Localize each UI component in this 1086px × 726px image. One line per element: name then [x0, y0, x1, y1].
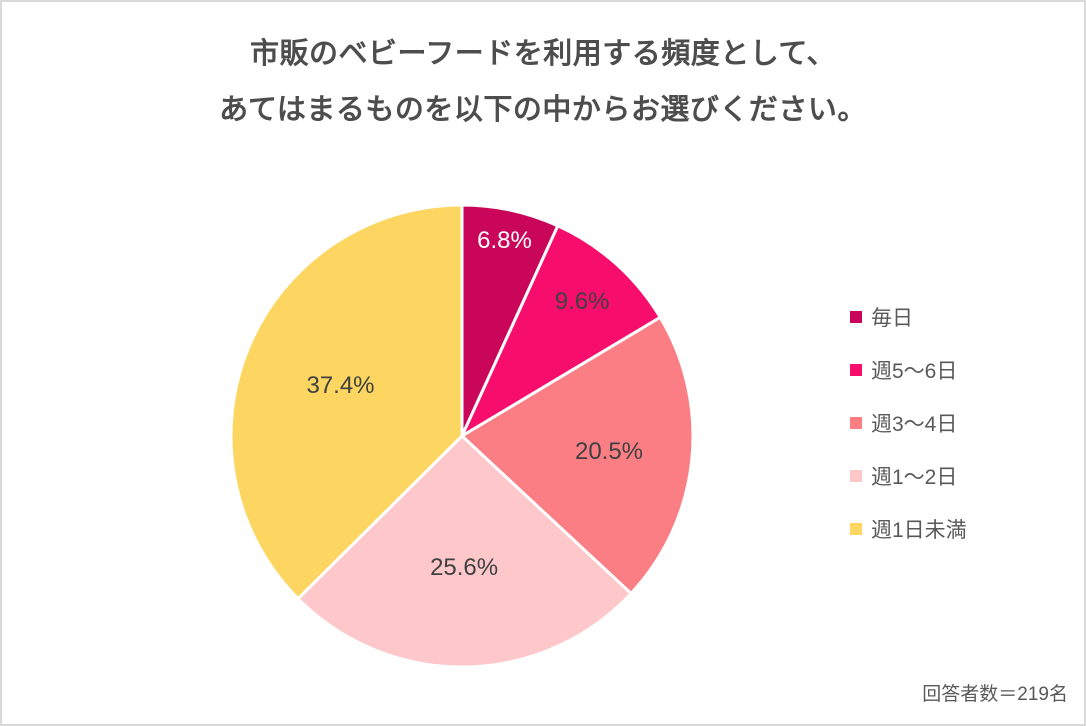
legend-label-under-1-day: 週1日未満	[871, 518, 967, 542]
legend-swatch-1-2-days	[850, 469, 862, 482]
chart-title-line2: あてはまるものを以下の中からお選びください。	[219, 94, 867, 126]
legend: 毎日 週5～6日 週3～4日 週1～2日 週1日未満	[850, 290, 967, 555]
chart-title-line1: 市販のベビーフードを利用する頻度として、	[250, 38, 836, 70]
legend-swatch-3-4-days	[850, 416, 862, 429]
legend-label-5-6-days: 週5～6日	[871, 359, 958, 383]
pie-slice-5	[229, 203, 464, 601]
pie-slice-label-4: 25.6%	[430, 554, 498, 581]
legend-swatch-under-1-day	[850, 522, 862, 535]
legend-label-1-2-days: 週1～2日	[871, 465, 958, 489]
legend-label-3-4-days: 週3～4日	[871, 412, 958, 436]
pie-slice-label-5: 37.4%	[306, 372, 374, 399]
legend-item-5-6-days: 週5～6日	[850, 343, 967, 396]
pie-slice-label-2: 9.6%	[555, 288, 610, 315]
legend-item-3-4-days: 週3～4日	[850, 396, 967, 449]
pie-slice-4	[296, 434, 633, 669]
chart-title: 市販のベビーフードを利用する頻度として、 あてはまるものを以下の中からお選びくだ…	[2, 26, 1084, 138]
pie-slice-3	[460, 315, 695, 595]
legend-label-everyday: 毎日	[871, 306, 913, 330]
legend-item-1-2-days: 週1～2日	[850, 449, 967, 502]
respondent-count: 回答者数＝219名	[922, 684, 1068, 705]
pie-slice-2	[460, 224, 662, 438]
legend-swatch-everyday	[850, 310, 862, 323]
legend-item-everyday: 毎日	[850, 290, 967, 343]
pie-slice-label-3: 20.5%	[575, 438, 643, 465]
legend-item-under-1-day: 週1日未満	[850, 502, 967, 555]
legend-swatch-5-6-days	[850, 363, 862, 376]
pie-slice-label-1: 6.8%	[477, 227, 532, 254]
